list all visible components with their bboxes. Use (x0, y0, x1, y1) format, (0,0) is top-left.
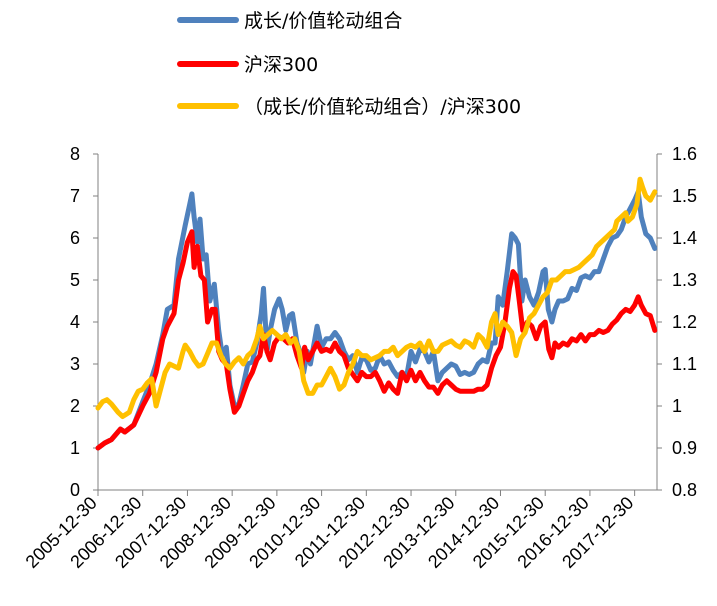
left-tick-label: 8 (70, 144, 80, 164)
left-tick-label: 0 (70, 480, 80, 500)
right-tick-label: 1.1 (672, 354, 697, 374)
x-axis-ticks: 2005-12-302006-12-302007-12-302008-12-30… (22, 490, 637, 572)
left-axis-ticks: 0 1 2 3 4 5 6 7 8 (70, 144, 98, 500)
legend-label-3: （成长/价值轮动组合）/沪深300 (244, 96, 521, 118)
left-tick-label: 7 (70, 186, 80, 206)
left-tick-label: 5 (70, 270, 80, 290)
right-tick-label: 1 (672, 396, 682, 416)
series-layer (95, 176, 658, 451)
left-tick-label: 6 (70, 228, 80, 248)
series-line-3 (95, 176, 658, 419)
right-tick-label: 1.5 (672, 186, 697, 206)
left-tick-label: 3 (70, 354, 80, 374)
right-tick-label: 1.6 (672, 144, 697, 164)
series-line-2 (95, 229, 658, 451)
right-tick-label: 0.9 (672, 438, 697, 458)
left-tick-label: 2 (70, 396, 80, 416)
left-tick-label: 4 (70, 312, 80, 332)
series-line-1 (95, 189, 658, 451)
right-axis-ticks: 0.8 0.9 1 1.1 1.2 1.3 1.4 1.5 1.6 (657, 144, 697, 500)
right-tick-label: 1.3 (672, 270, 697, 290)
right-tick-label: 1.4 (672, 228, 697, 248)
legend-label-2: 沪深300 (244, 54, 318, 76)
right-tick-label: 1.2 (672, 312, 697, 332)
left-tick-label: 1 (70, 438, 80, 458)
legend-label-1: 成长/价值轮动组合 (244, 10, 402, 32)
axes (97, 154, 658, 491)
right-tick-label: 0.8 (672, 480, 697, 500)
